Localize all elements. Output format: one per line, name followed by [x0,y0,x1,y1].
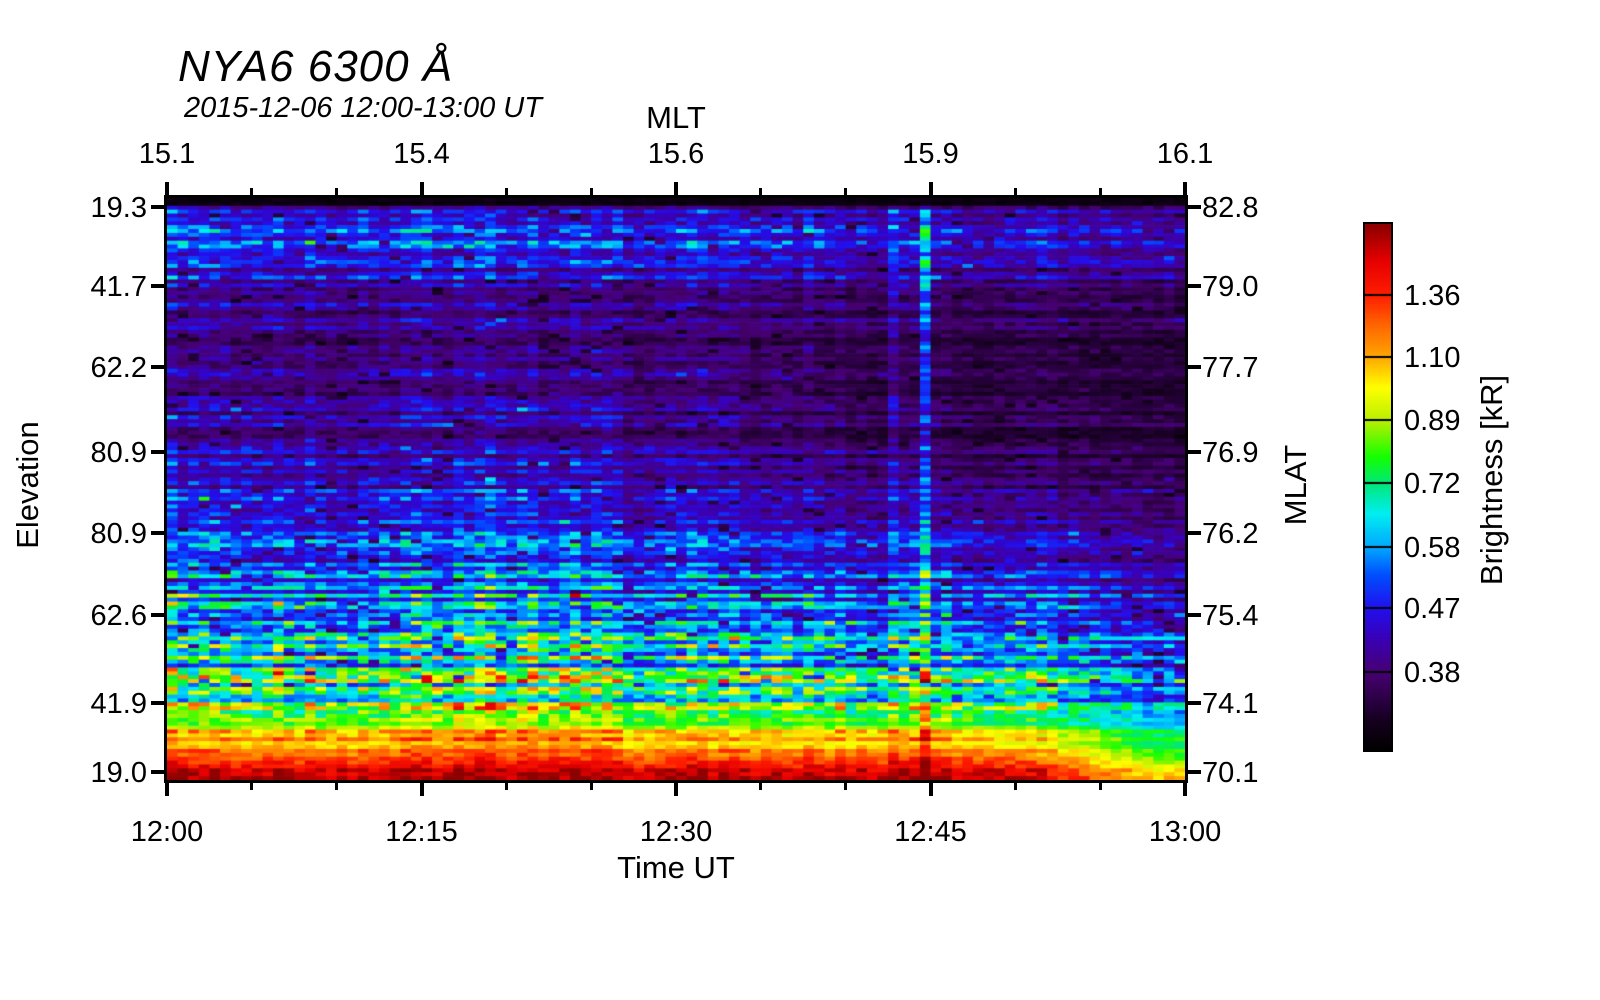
x-tick-label-bottom: 13:00 [1148,816,1222,848]
y-tick-label-left: 41.7 [90,270,147,303]
x-tick-label-top: 15.9 [902,138,959,170]
x-tick-label-top: 15.1 [138,138,196,170]
x-axis-tick-top [335,188,339,195]
x-axis-tick-bottom [165,783,169,796]
y-axis-tick-left [151,701,164,706]
top-axis-title: MLT [646,100,706,135]
x-tick-label-bottom: 12:45 [894,816,967,848]
y-axis-tick-right [1188,531,1201,536]
y-axis-tick-left [151,283,164,288]
x-axis-tick-top [165,182,169,195]
left-axis-title: Elevation [10,421,45,549]
x-axis-tick-bottom [589,783,593,790]
y-tick-label-left: 62.2 [90,351,147,384]
x-axis-tick-top [504,188,508,195]
y-tick-label-left: 19.0 [90,756,147,789]
y-tick-label-right: 76.2 [1202,518,1259,551]
y-axis-tick-right [1188,364,1201,369]
heatmap-canvas [167,198,1185,780]
y-tick-label-left: 62.6 [90,599,147,632]
y-tick-label-left: 19.3 [90,192,147,225]
colorbar-tick-label: 0.72 [1404,467,1461,500]
y-axis-tick-right [1188,769,1201,774]
y-tick-label-right: 70.1 [1202,756,1259,789]
x-axis-tick-bottom [674,783,678,796]
y-tick-label-right: 79.0 [1202,270,1259,303]
x-axis-tick-top [419,182,424,195]
colorbar-tick-label: 0.38 [1404,657,1461,690]
y-axis-tick-left [151,769,164,774]
x-axis-tick-top [250,188,254,195]
right-axis-title: MLAT [1278,444,1313,526]
colorbar [1363,222,1393,752]
x-axis-tick-top [1013,188,1017,195]
y-tick-label-right: 77.7 [1202,351,1259,384]
x-axis-tick-bottom [250,783,254,790]
y-axis-tick-left [151,449,164,454]
x-axis-tick-bottom [1098,783,1102,790]
x-axis-tick-bottom [928,783,933,796]
y-tick-label-left: 41.9 [90,688,147,721]
x-axis-tick-bottom [759,783,763,790]
x-axis-tick-bottom [1183,783,1187,796]
y-axis-tick-right [1188,205,1201,210]
x-tick-label-top: 15.4 [393,138,450,170]
y-axis-tick-right [1188,449,1201,454]
colorbar-tick-label: 1.36 [1404,280,1461,312]
x-axis-tick-bottom [504,783,508,790]
y-axis-tick-left [151,531,164,536]
x-tick-label-top: 16.1 [1156,138,1214,170]
x-axis-tick-top [674,182,678,195]
x-axis-tick-bottom [419,783,424,796]
bottom-axis-title: Time UT [617,850,735,885]
x-axis-tick-top [759,188,763,195]
x-axis-tick-bottom [1013,783,1017,790]
y-axis-tick-right [1188,612,1201,617]
x-tick-label-bottom: 12:15 [385,816,458,848]
x-axis-tick-top [844,188,848,195]
y-axis-tick-left [151,364,164,369]
y-tick-label-right: 75.4 [1202,599,1259,632]
y-axis-tick-left [151,612,164,617]
y-tick-label-right: 82.8 [1202,192,1259,225]
x-axis-tick-top [928,182,933,195]
x-axis-tick-top [589,188,593,195]
x-axis-tick-top [1098,188,1102,195]
x-axis-tick-bottom [335,783,339,790]
colorbar-tick-label: 1.10 [1404,342,1461,375]
colorbar-tick-label: 0.47 [1404,592,1461,625]
colorbar-tick-label: 0.89 [1404,405,1461,438]
x-axis-tick-bottom [844,783,848,790]
x-tick-label-bottom: 12:00 [130,816,204,848]
colorbar-tick-label: 0.58 [1404,531,1461,564]
y-tick-label-right: 76.9 [1202,436,1259,469]
heatmap-plot [164,195,1188,783]
x-tick-label-bottom: 12:30 [639,816,713,848]
colorbar-canvas [1365,224,1391,750]
y-axis-tick-right [1188,283,1201,288]
chart-title: NYA6 6300 Å [178,42,454,91]
colorbar-title: Brightness [kR] [1474,374,1509,586]
chart-subtitle: 2015-12-06 12:00-13:00 UT [184,92,542,124]
y-tick-label-left: 80.9 [90,518,147,551]
x-axis-tick-top [1183,182,1187,195]
y-tick-label-left: 80.9 [90,436,147,469]
y-axis-tick-left [151,205,164,210]
x-tick-label-top: 15.6 [647,138,705,170]
y-tick-label-right: 74.1 [1202,688,1259,721]
y-axis-tick-right [1188,701,1201,706]
